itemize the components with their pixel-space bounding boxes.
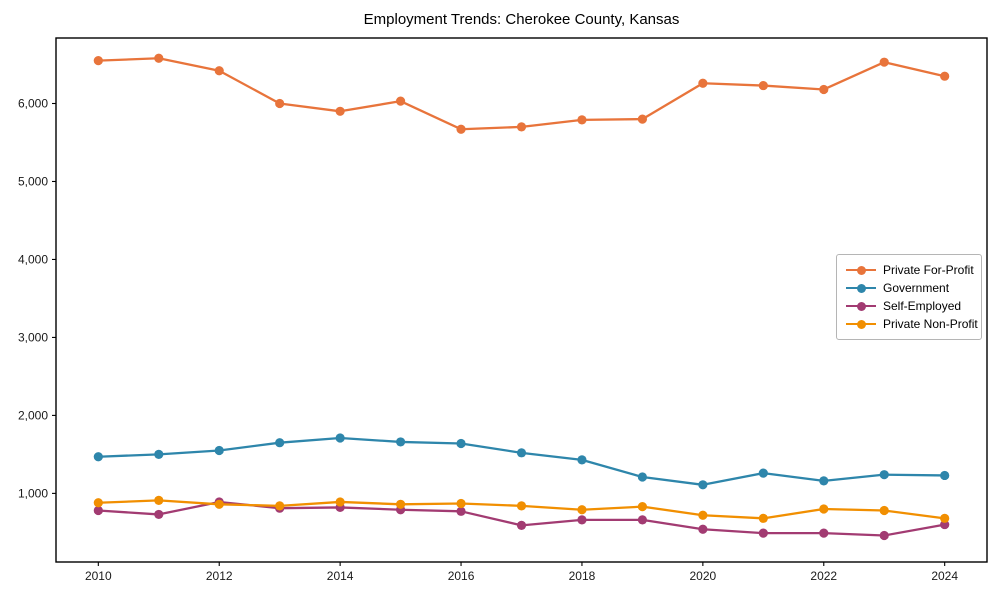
data-point	[637, 114, 648, 124]
x-tick-label: 2020	[690, 569, 717, 583]
data-point	[93, 505, 103, 516]
data-point	[577, 505, 587, 515]
data-point	[758, 528, 768, 538]
legend-marker-icon	[846, 301, 876, 311]
y-tick-label: 4,000	[18, 252, 48, 266]
data-point	[395, 96, 406, 106]
data-point	[516, 520, 527, 530]
chart-title: Employment Trends: Cherokee County, Kans…	[363, 11, 680, 28]
data-point	[577, 455, 587, 465]
legend-label: Self-Employed	[883, 299, 962, 313]
data-point	[940, 71, 950, 81]
data-point	[275, 501, 285, 511]
data-point	[698, 524, 708, 534]
data-point	[456, 124, 466, 134]
y-tick-label: 1,000	[18, 486, 48, 500]
data-point	[154, 449, 164, 459]
data-point	[456, 438, 466, 449]
data-point	[93, 498, 103, 508]
data-point	[698, 510, 708, 520]
data-point	[577, 115, 587, 125]
x-tick-label: 2010	[85, 569, 112, 583]
y-tick-label: 6,000	[18, 97, 48, 111]
data-point	[879, 505, 889, 516]
data-point	[214, 66, 224, 76]
data-point	[577, 515, 587, 525]
y-tick-label: 3,000	[18, 330, 48, 344]
data-point	[819, 476, 829, 486]
data-point	[154, 509, 164, 520]
legend-marker-icon	[846, 319, 876, 329]
axes-frame	[55, 37, 988, 563]
x-tick-label: 2024	[931, 569, 958, 583]
x-tick-label: 2014	[327, 569, 354, 583]
data-point	[154, 495, 164, 505]
legend-item-private-for-profit: Private For-Profit	[846, 261, 974, 279]
data-point	[879, 530, 889, 541]
data-point	[93, 56, 103, 66]
data-point	[698, 480, 708, 490]
data-point	[154, 53, 164, 63]
data-point	[516, 122, 527, 132]
x-tick-label: 2018	[569, 569, 596, 583]
data-point	[395, 499, 406, 509]
legend-item-private-non-profit: Private Non-Profit	[846, 315, 978, 333]
data-point	[819, 528, 829, 538]
x-tick-label: 2022	[810, 569, 837, 583]
data-point	[335, 433, 345, 443]
data-point	[819, 504, 829, 514]
data-point	[456, 506, 466, 516]
data-point	[637, 515, 648, 525]
legend-item-government: Government	[846, 279, 973, 297]
axis-ticks: 1,000 2,000 3,000 4,000 5,000 6,000 2010 2012 20…	[18, 97, 958, 584]
data-point	[335, 497, 345, 507]
legend: Private For-Profit Government Self-Employe…	[836, 254, 982, 340]
data-point	[516, 448, 527, 458]
data-point	[395, 437, 406, 447]
data-point	[456, 498, 466, 509]
data-point	[637, 502, 648, 512]
data-point	[275, 98, 285, 109]
data-point	[275, 438, 285, 448]
y-tick-label: 5,000	[18, 174, 48, 188]
series-government	[93, 433, 950, 490]
data-point	[93, 452, 103, 462]
data-point	[214, 445, 224, 456]
data-point	[637, 472, 648, 482]
legend-label: Private For-Profit	[883, 263, 974, 277]
series-private-for-profit	[93, 53, 950, 134]
data-point	[516, 501, 527, 511]
data-point	[698, 78, 708, 88]
data-point	[758, 80, 768, 91]
legend-item-self-employed: Self-Employed	[846, 297, 973, 315]
data-point	[335, 106, 345, 116]
legend-marker-icon	[846, 265, 876, 275]
legend-label: Government	[883, 281, 950, 295]
data-point	[940, 470, 950, 481]
y-tick-label: 2,000	[18, 408, 48, 422]
x-tick-label: 2012	[206, 569, 233, 583]
data-point	[758, 468, 768, 478]
legend-marker-icon	[846, 283, 876, 293]
data-point	[758, 513, 768, 523]
data-point	[819, 84, 829, 95]
data-point	[879, 57, 889, 67]
series-private-non-profit	[93, 495, 950, 523]
legend-label: Private Non-Profit	[883, 317, 978, 331]
data-point	[940, 513, 950, 523]
x-tick-label: 2016	[448, 569, 475, 583]
data-point	[879, 470, 889, 480]
data-point	[214, 499, 224, 509]
